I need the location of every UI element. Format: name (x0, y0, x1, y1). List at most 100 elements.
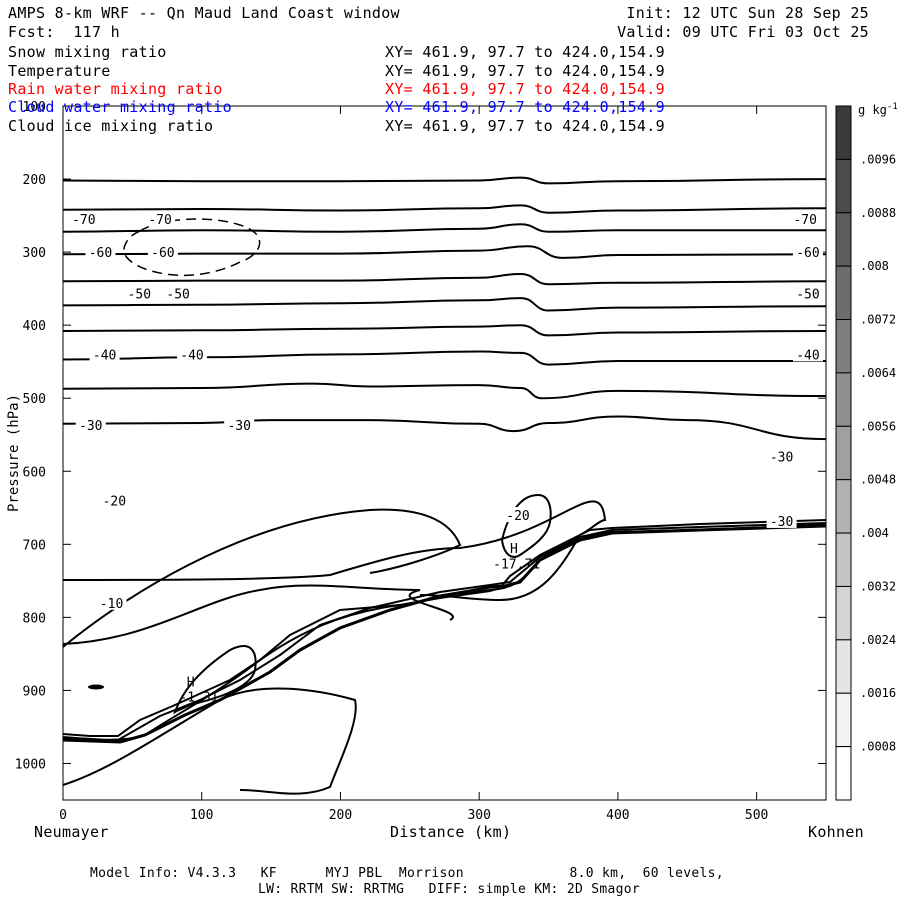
colorbar-tick-label: .0072 (860, 313, 896, 327)
init-time: Init: 12 UTC Sun 28 Sep 25 (626, 4, 869, 22)
colorbar-unit-exponent: -1 (887, 102, 898, 112)
y-axis-label: Pressure (hPa) (6, 394, 22, 512)
cloud-ice-contour (123, 218, 261, 277)
y-tick-label: 200 (23, 173, 46, 188)
colorbar-swatch (835, 372, 852, 427)
colorbar-swatch (835, 692, 852, 748)
isotherm-minus-10 (62, 687, 357, 795)
contour-label-halo (147, 244, 178, 260)
isotherm-minus-20-main (62, 508, 462, 648)
contour-label-halo (790, 211, 821, 227)
isotherm-line-6 (62, 324, 827, 337)
contour-label: -20 (506, 509, 529, 524)
y-tick-label: 500 (23, 392, 46, 407)
axis-ticks (62, 105, 826, 800)
x-tick-labels: 0 100 200 300 400 500 (59, 808, 768, 823)
contour-label-halo (163, 285, 194, 301)
x-tick-label: 200 (329, 808, 352, 823)
contour-label-halo (224, 417, 255, 433)
x-left-station: Neumayer (34, 823, 109, 841)
y-tick-label: 1000 (15, 757, 46, 772)
colorbar: g kg-1 .0096 .0088 .008 .0072 .0064 .0056 .0048… (835, 102, 898, 801)
contour-label-halo (68, 211, 99, 227)
contour-label: -60 (151, 246, 174, 261)
colorbar-swatch (835, 746, 852, 801)
contour-label: -40 (93, 348, 116, 363)
x-right-station: Kohnen (808, 823, 864, 841)
isotherm-line-3 (62, 245, 827, 259)
extremum-label: H (187, 676, 195, 691)
colorbar-unit: g kg-1 (858, 102, 898, 117)
contour-label-halo (177, 346, 208, 362)
lower-contours (62, 500, 607, 795)
field-name: Cloud water mixing ratio (8, 98, 232, 116)
contour-label-halo (99, 492, 130, 508)
contour-label-halo (75, 417, 106, 433)
field-name: Rain water mixing ratio (8, 80, 223, 98)
model-info: Model Info: V4.3.3 KF MYJ PBL Morrison 8… (90, 866, 724, 881)
colorbar-tick-label: .0096 (860, 152, 896, 166)
x-tick-label: 100 (190, 808, 213, 823)
contour-label-halo (89, 346, 120, 362)
contour-label-halo (766, 512, 797, 528)
contour-label: -40 (796, 348, 819, 363)
colorbar-swatch (835, 105, 852, 160)
field-xy: XY= 461.9, 97.7 to 424.0,154.9 (385, 43, 665, 61)
field-xy: XY= 461.9, 97.7 to 424.0,154.9 (385, 117, 665, 135)
isotherm-lines (62, 176, 827, 441)
isotherm-line-2 (62, 223, 826, 233)
colorbar-tick-label: .0056 (860, 419, 896, 433)
contour-label-halo (124, 285, 155, 301)
contour-label: -50 (128, 288, 151, 303)
field-name: Cloud ice mixing ratio (8, 117, 214, 135)
x-tick-label: 300 (467, 808, 490, 823)
x-tick-label: 400 (606, 808, 629, 823)
contour-label-halo (792, 244, 823, 260)
contour-label: -20 (103, 494, 126, 509)
terrain-outline (62, 523, 827, 741)
forecast-hour: Fcst: 117 h (8, 23, 120, 41)
colorbar-swatch (835, 425, 852, 481)
contour-label-halo (792, 285, 823, 301)
contour-label: -30 (770, 515, 793, 530)
y-tick-label: 800 (23, 611, 46, 626)
isotherm-line-0 (62, 176, 827, 185)
contour-label: -30 (227, 419, 250, 434)
colorbar-swatch (835, 585, 852, 641)
colorbar-tick-label: .004 (860, 526, 889, 540)
colorbar-tick-label: .0032 (860, 579, 896, 593)
contour-label: -70 (148, 213, 171, 228)
contour-label: -30 (770, 451, 793, 466)
extremum-label: H (510, 542, 518, 557)
field-xy: XY= 461.9, 97.7 to 424.0,154.9 (385, 80, 665, 98)
extremum-label: -17.71 (493, 557, 540, 572)
y-tick-label: 900 (23, 684, 46, 699)
colorbar-tick-label: .0064 (860, 366, 896, 380)
y-tick-label: 100 (23, 100, 46, 115)
isotherm-line-1 (62, 204, 827, 214)
isotherm-line-8 (62, 382, 827, 400)
colorbar-swatch (835, 212, 852, 267)
colorbar-swatch (835, 479, 852, 534)
cloud-ice-dashed-loop (123, 218, 261, 277)
colorbar-swatch (835, 158, 852, 214)
y-tick-label: 400 (23, 319, 46, 334)
chart-title: AMPS 8-km WRF -- Qn Maud Land Coast wind… (8, 4, 400, 22)
contour-label-halo (766, 448, 797, 464)
extremum-label: -1.31 (179, 690, 218, 705)
cold-pocket-loop (500, 493, 552, 558)
contour-label-halo (792, 346, 823, 362)
colorbar-swatch (835, 532, 852, 587)
y-tick-label: 300 (23, 246, 46, 261)
contour-label: -50 (166, 288, 189, 303)
contour-label: -40 (180, 348, 203, 363)
contour-label-halo (96, 594, 127, 610)
contour-label: -60 (796, 246, 819, 261)
contour-label-halo (85, 244, 116, 260)
contour-label: -70 (793, 213, 816, 228)
physics-info: LW: RRTM SW: RRTMG DIFF: simple KM: 2D S… (258, 882, 640, 897)
colorbar-tick-label: .0024 (860, 633, 896, 647)
isotherm-line-4 (62, 272, 827, 286)
colorbar-tick-label: .0008 (860, 740, 896, 754)
colorbar-tick-label: .008 (860, 259, 889, 273)
